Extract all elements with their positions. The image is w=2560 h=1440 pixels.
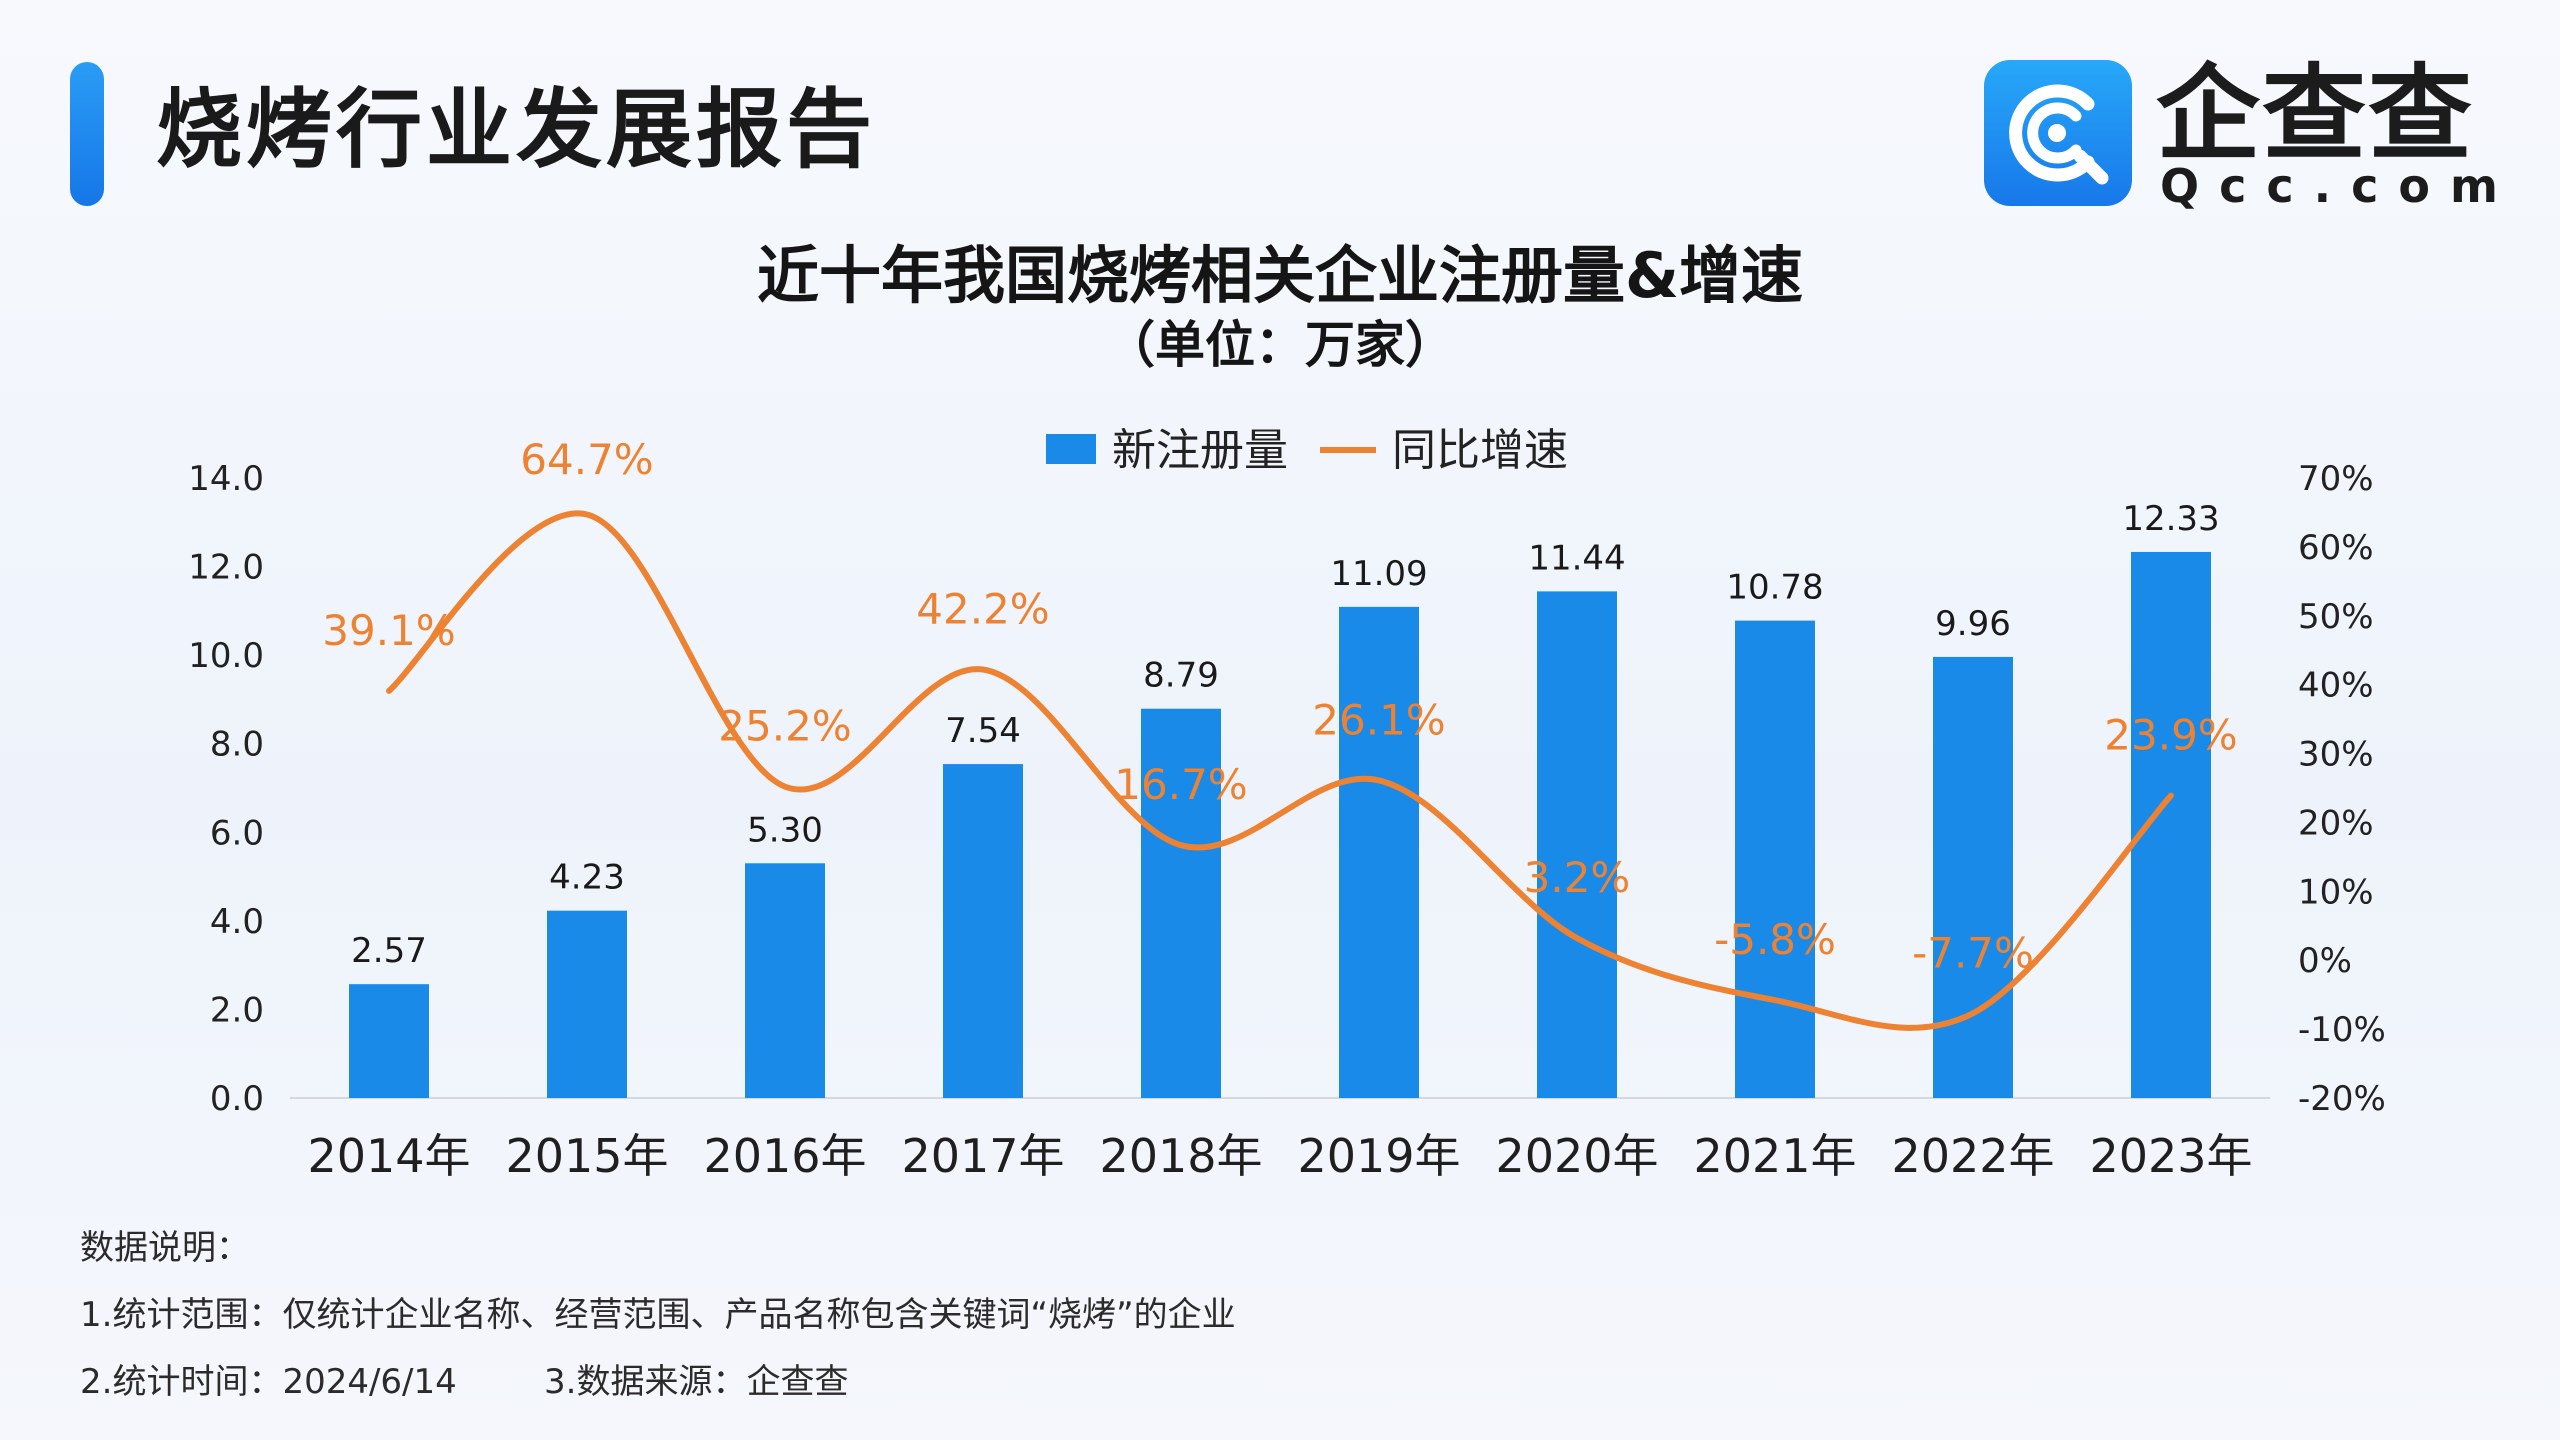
growth-value-label: 3.2%: [1524, 853, 1631, 902]
x-axis-tick: 2014年: [307, 1129, 470, 1183]
brand-name: 企查查: [2156, 53, 2475, 175]
bar: [2131, 551, 2211, 1098]
bar-value-labels: 2.57 4.23 5.30 7.54 8.79 11.09 11.44 10.78 9.96 1…: [351, 499, 2220, 971]
x-axis: 2014年 2015年 2016年 2017年 2018年 2019年 2020年 2021年…: [290, 1097, 2270, 1183]
data-note-time: 2.统计时间：2024/6/14: [80, 1362, 457, 1402]
right-axis-tick: 50%: [2298, 597, 2374, 637]
qcc-logo-icon: [1984, 60, 2132, 206]
bar: [1537, 591, 1617, 1098]
title-accent-bar: [70, 62, 104, 206]
growth-line-series: [386, 510, 2174, 1031]
left-y-axis: 0.0 2.0 4.0 6.0 8.0 10.0 12.0 14.0: [188, 459, 264, 1119]
brand-logo: 企查查 Qcc.com: [1984, 54, 2498, 213]
right-axis-tick: -10%: [2298, 1010, 2386, 1050]
bar-value-label: 5.30: [747, 810, 823, 850]
left-axis-tick: 4.0: [210, 902, 264, 942]
right-axis-tick: 70%: [2298, 459, 2374, 499]
legend-bar-swatch: [1046, 434, 1096, 464]
growth-value-label: 16.7%: [1114, 760, 1247, 809]
bar-value-label: 4.23: [549, 858, 625, 898]
growth-value-labels: 39.1% 64.7% 25.2% 42.2% 16.7% 26.1% 3.2% -5.8% -…: [322, 435, 2237, 977]
left-axis-tick: 12.0: [188, 548, 264, 588]
x-axis-tick: 2018年: [1099, 1129, 1262, 1183]
report-title: 烧烤行业发展报告: [156, 80, 876, 180]
growth-value-label: 23.9%: [2104, 711, 2237, 760]
bar: [1933, 656, 2013, 1098]
bar-value-label: 11.09: [1330, 554, 1427, 594]
data-note-label: 数据说明：: [80, 1228, 250, 1268]
x-axis-tick: 2021年: [1693, 1129, 1856, 1183]
bar: [349, 984, 429, 1098]
x-axis-tick: 2020年: [1495, 1129, 1658, 1183]
growth-value-label: 25.2%: [718, 702, 851, 751]
right-axis-tick: 30%: [2298, 735, 2374, 775]
chart-subtitle: （单位：万家）: [1105, 316, 1455, 374]
growth-value-label: 64.7%: [520, 435, 653, 484]
left-axis-tick: 8.0: [210, 725, 264, 765]
right-axis-tick: 10%: [2298, 872, 2374, 912]
right-axis-tick: 20%: [2298, 803, 2374, 843]
legend-bar-label: 新注册量: [1112, 425, 1288, 476]
left-axis-tick: 2.0: [210, 990, 264, 1030]
bar-value-label: 7.54: [945, 711, 1021, 751]
right-axis-tick: 0%: [2298, 941, 2352, 981]
left-axis-tick: 14.0: [188, 459, 264, 499]
growth-value-label: 42.2%: [916, 585, 1049, 634]
data-note-scope: 1.统计范围：仅统计企业名称、经营范围、产品名称包含关键词“烧烤”的企业: [80, 1295, 1236, 1335]
growth-value-label: -7.7%: [1912, 928, 2034, 977]
right-y-axis: -20% -10% 0% 10% 20% 30% 40% 50% 60% 70%: [2298, 459, 2386, 1119]
combo-chart: 新注册量 同比增速 0.0 2.0 4.0 6.0 8.0 10.0 12.0 14.0 -20…: [188, 425, 2386, 1183]
data-note-source: 3.数据来源：企查查: [544, 1362, 849, 1402]
x-axis-tick: 2015年: [505, 1129, 668, 1183]
bar-value-label: 9.96: [1935, 604, 2011, 644]
left-axis-tick: 10.0: [188, 636, 264, 676]
bar: [547, 910, 627, 1098]
bar: [745, 863, 825, 1098]
bar-series: [349, 551, 2211, 1098]
bar-value-label: 2.57: [351, 931, 427, 971]
brand-domain: Qcc.com: [2160, 159, 2518, 213]
x-axis-tick: 2019年: [1297, 1129, 1460, 1183]
x-axis-tick: 2016年: [703, 1129, 866, 1183]
bar: [1735, 620, 1815, 1098]
right-axis-tick: -20%: [2298, 1079, 2386, 1119]
bar-value-label: 11.44: [1528, 538, 1625, 578]
growth-value-label: 39.1%: [322, 606, 455, 655]
growth-value-label: 26.1%: [1312, 695, 1445, 744]
bar: [1339, 606, 1419, 1098]
right-axis-tick: 60%: [2298, 528, 2374, 568]
left-axis-tick: 6.0: [210, 813, 264, 853]
right-axis-tick: 40%: [2298, 666, 2374, 706]
bar-value-label: 12.33: [2122, 499, 2219, 539]
left-axis-tick: 0.0: [210, 1079, 264, 1119]
x-axis-tick: 2022年: [1891, 1129, 2054, 1183]
chart-legend: 新注册量 同比增速: [1046, 425, 1568, 476]
chart-title: 近十年我国烧烤相关企业注册量&增速: [756, 239, 1804, 312]
bar: [1141, 708, 1221, 1098]
x-axis-tick: 2023年: [2089, 1129, 2252, 1183]
legend-line-label: 同比增速: [1392, 425, 1568, 476]
bar-value-label: 10.78: [1726, 568, 1823, 608]
x-axis-tick: 2017年: [901, 1129, 1064, 1183]
bar: [943, 764, 1023, 1098]
bar-value-label: 8.79: [1143, 656, 1219, 696]
growth-line: [386, 510, 2174, 1031]
growth-value-label: -5.8%: [1714, 915, 1836, 964]
